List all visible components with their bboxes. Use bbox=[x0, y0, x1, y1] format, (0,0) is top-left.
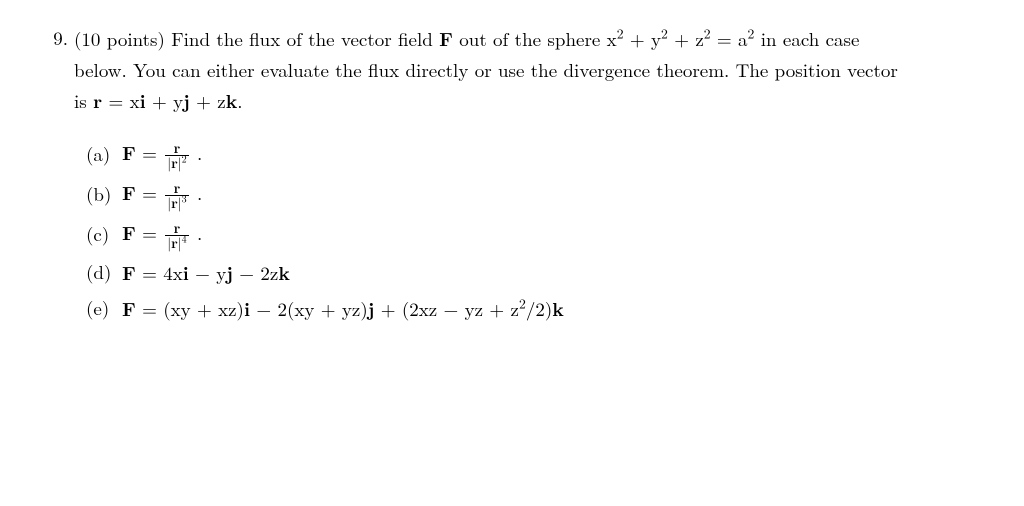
part-c: (c) F = r|r|4 . bbox=[86, 218, 978, 252]
equals: = bbox=[136, 179, 163, 206]
part-e: (e) F = (xy + xz)i − 2(xy + yz)j + (2xz … bbox=[86, 294, 978, 324]
math-y: y2 bbox=[651, 25, 668, 52]
term-zk: zk bbox=[217, 87, 237, 114]
minus: − bbox=[189, 259, 216, 286]
vector-F: F bbox=[122, 258, 136, 286]
part-e-eq: F = (xy + xz)i − 2(xy + yz)j + (2xz − yz… bbox=[122, 294, 564, 324]
tail: . bbox=[191, 179, 203, 206]
part-label: (b) bbox=[86, 180, 122, 209]
part-label: (c) bbox=[86, 220, 122, 249]
term-yj: yj bbox=[173, 87, 190, 114]
part-label: (a) bbox=[86, 140, 122, 169]
equals: = bbox=[136, 295, 163, 322]
vector-F: F bbox=[122, 138, 136, 166]
equals: = bbox=[136, 219, 163, 246]
part-d: (d) F = 4xi − yj − 2zk bbox=[86, 258, 978, 288]
plus: + bbox=[624, 25, 651, 52]
part-a: (a) F = r|r|2 . bbox=[86, 138, 978, 172]
problem-stem: (10 points) Find the flux of the vector … bbox=[74, 24, 978, 330]
unit-k: k bbox=[278, 258, 290, 286]
part-a-eq: F = r|r|2 . bbox=[122, 138, 202, 171]
term: y bbox=[216, 259, 226, 286]
equals: = bbox=[136, 139, 163, 166]
group-3a: (2xz − yz + z bbox=[402, 295, 519, 322]
stem-text: is bbox=[74, 87, 93, 114]
term: 4x bbox=[163, 259, 183, 286]
unit-j: j bbox=[226, 258, 233, 286]
plus: + bbox=[374, 295, 401, 322]
part-d-eq: F = 4xi − yj − 2zk bbox=[122, 258, 290, 288]
math-z: z2 bbox=[695, 25, 710, 52]
term: 2z bbox=[260, 259, 278, 286]
part-label: (d) bbox=[86, 258, 122, 287]
fraction: r|r|2 bbox=[165, 141, 189, 171]
fraction: r|r|3 bbox=[165, 181, 189, 211]
group-2: 2(xy + yz) bbox=[277, 295, 367, 322]
stem-tail: in each case bbox=[754, 25, 859, 52]
stem-text: out of the sphere bbox=[453, 25, 607, 52]
exp: 2 bbox=[519, 293, 526, 312]
problem-9: 9. (10 points) Find the flux of the vect… bbox=[46, 24, 978, 330]
equals: = bbox=[136, 259, 163, 286]
group-1: (xy + xz) bbox=[163, 295, 244, 322]
period: . bbox=[237, 87, 242, 114]
problem-number: 9. bbox=[46, 24, 68, 53]
plus: + bbox=[668, 25, 695, 52]
part-c-eq: F = r|r|4 . bbox=[122, 218, 202, 251]
stem-text: Find the flux of the vector field bbox=[171, 25, 439, 52]
plus: + bbox=[146, 87, 173, 114]
part-b: (b) F = r|r|3 . bbox=[86, 178, 978, 212]
fraction: r|r|4 bbox=[165, 221, 189, 251]
vector-r: r bbox=[93, 86, 102, 114]
points-text: (10 points) bbox=[74, 25, 171, 52]
vector-F: F bbox=[439, 24, 453, 52]
stem-line-3: is r = xi + yj + zk. bbox=[74, 86, 978, 116]
vector-F: F bbox=[122, 218, 136, 246]
unit-k: k bbox=[552, 294, 564, 322]
part-b-eq: F = r|r|3 . bbox=[122, 178, 202, 211]
vector-F: F bbox=[122, 178, 136, 206]
equals: = bbox=[711, 25, 738, 52]
part-label: (e) bbox=[86, 294, 122, 323]
vector-F: F bbox=[122, 294, 136, 322]
page: 9. (10 points) Find the flux of the vect… bbox=[0, 0, 1024, 330]
math-x: x2 bbox=[607, 25, 624, 52]
tail: . bbox=[191, 219, 203, 246]
plus: + bbox=[190, 87, 217, 114]
parts-list: (a) F = r|r|2 . (b) F = r|r|3 . (c) F = … bbox=[86, 138, 978, 324]
stem-line-1: (10 points) Find the flux of the vector … bbox=[74, 24, 978, 54]
math-a: a2 bbox=[738, 25, 754, 52]
stem-line-2: below. You can either evaluate the flux … bbox=[74, 56, 978, 85]
minus: − bbox=[233, 259, 260, 286]
minus: − bbox=[250, 295, 277, 322]
term-xi: xi bbox=[130, 87, 146, 114]
group-3b: /2) bbox=[526, 295, 552, 322]
tail: . bbox=[191, 139, 203, 166]
equals: = bbox=[102, 87, 129, 114]
